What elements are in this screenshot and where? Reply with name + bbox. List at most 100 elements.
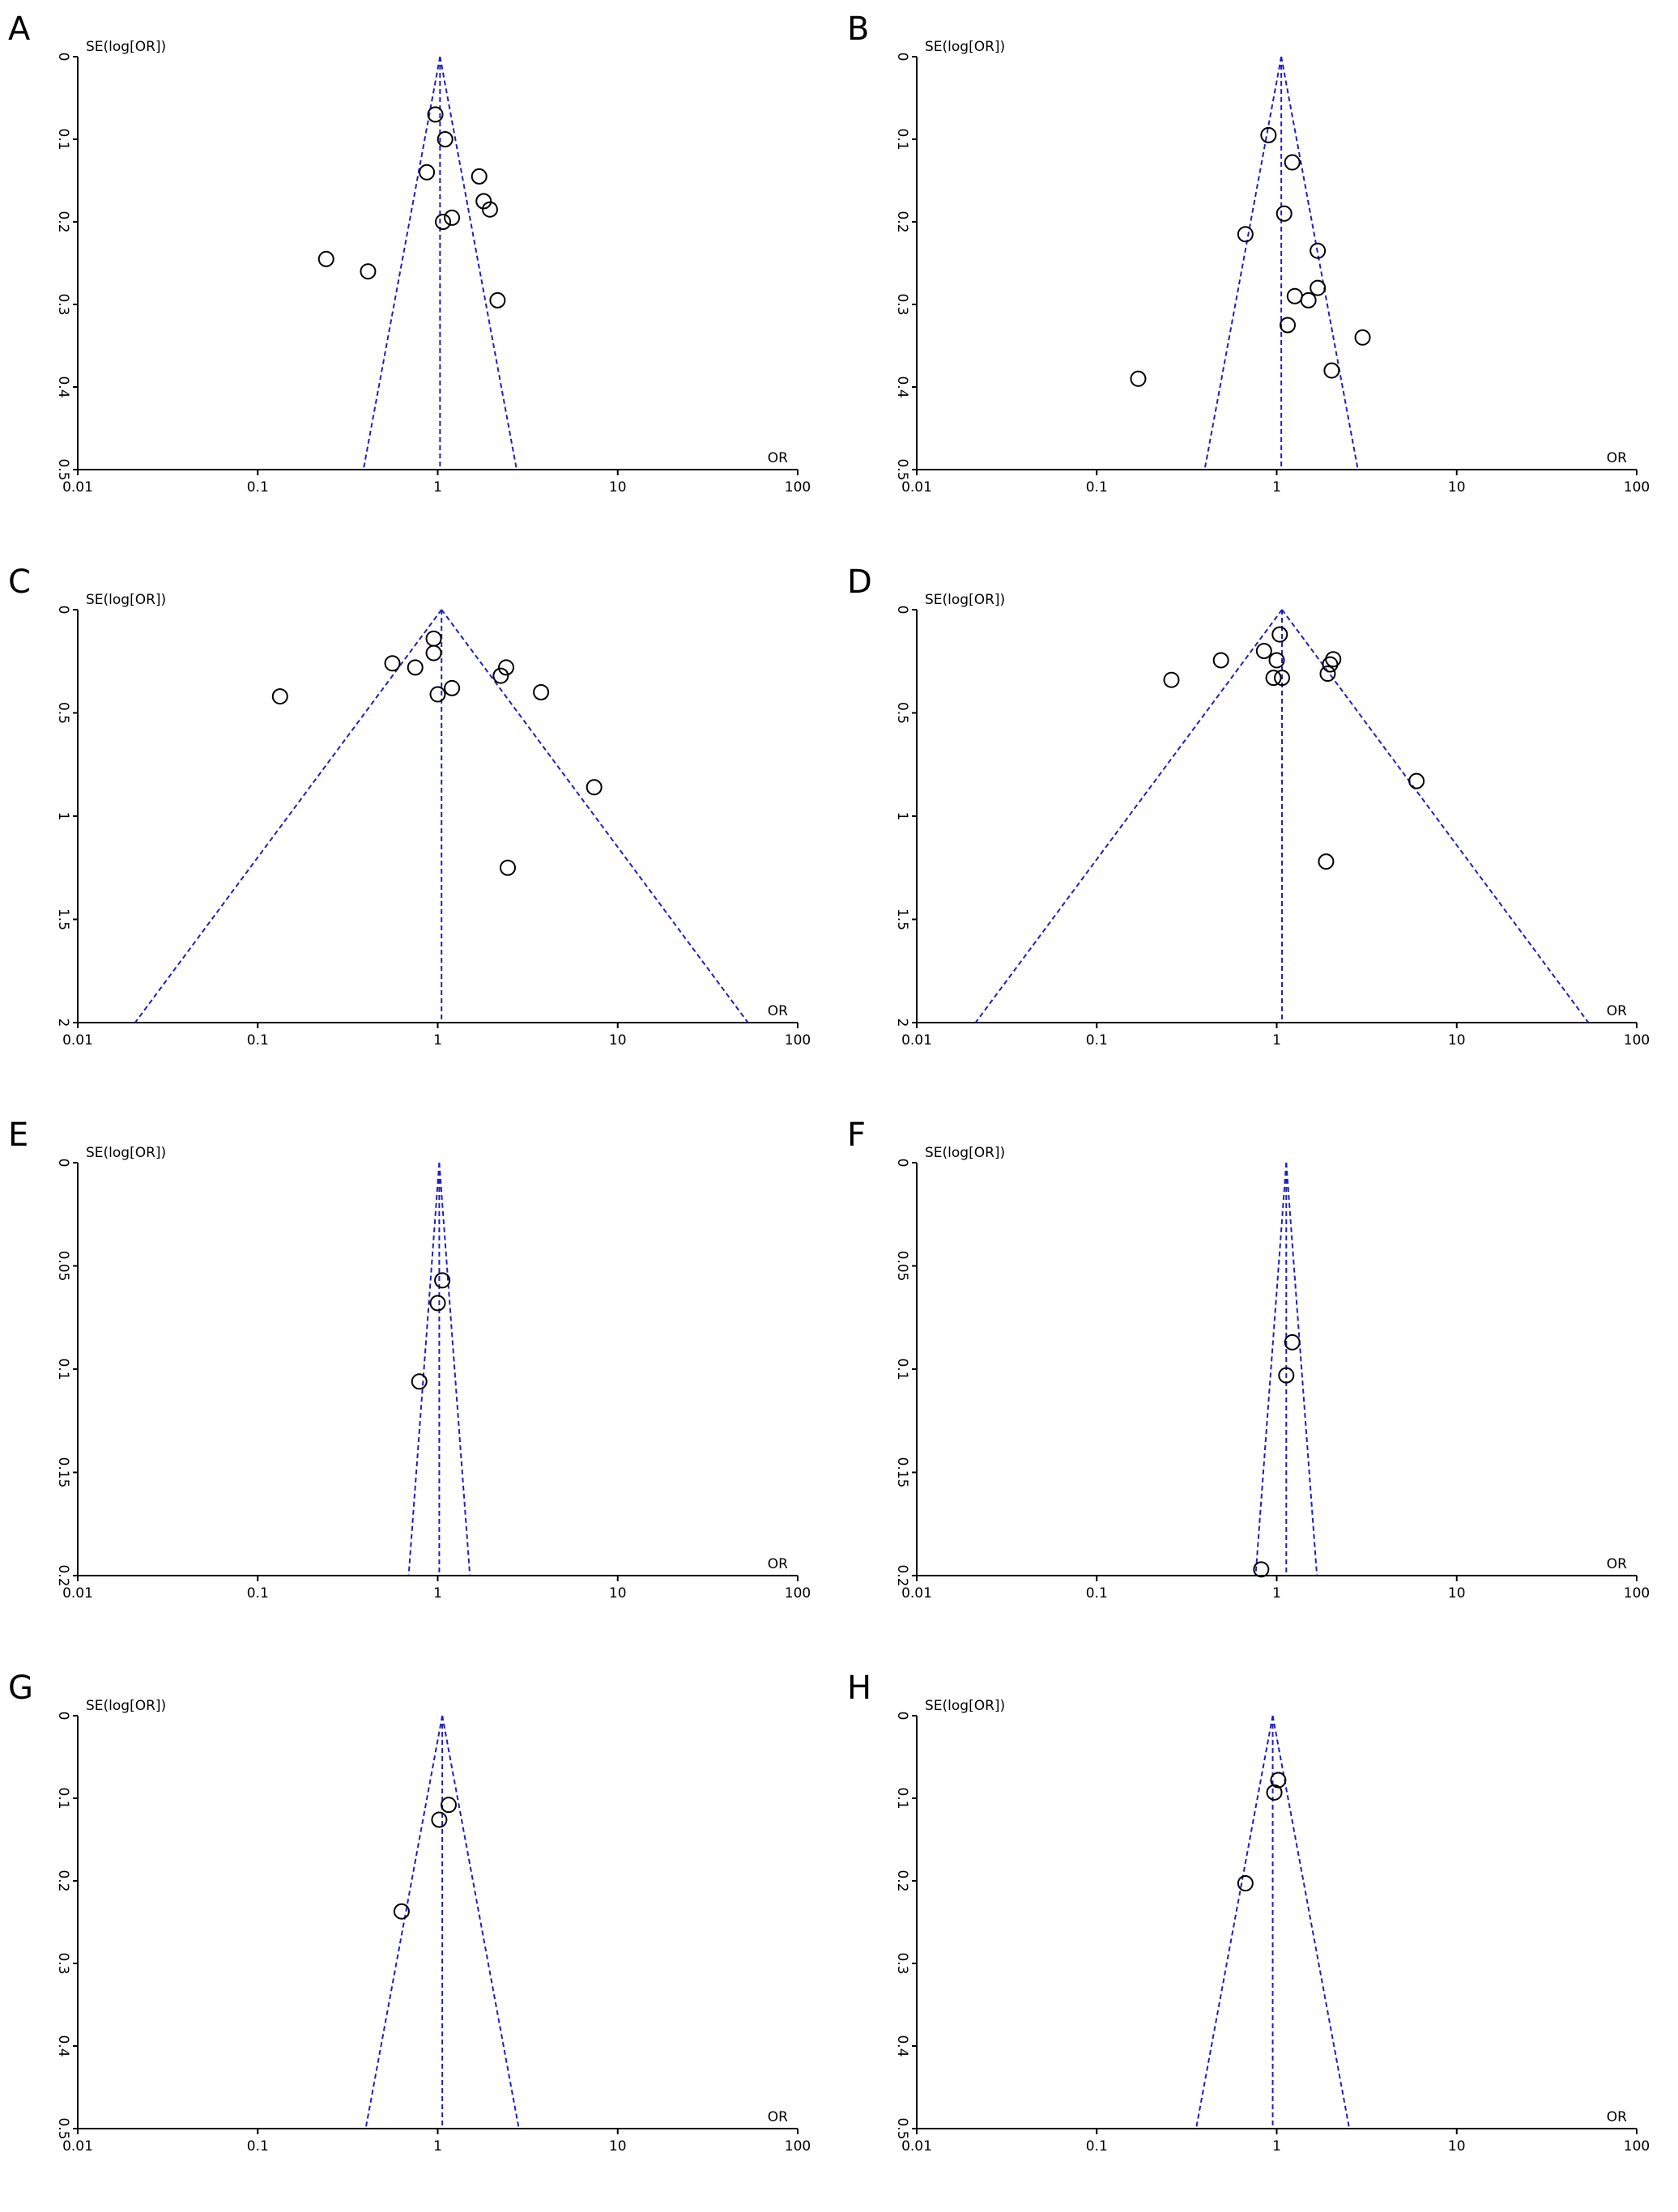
x-tick-label: 10: [1448, 2138, 1466, 2155]
x-axis-label: OR: [1607, 1556, 1627, 1572]
y-tick-label: 0.3: [55, 293, 71, 315]
x-tick-label: 0.1: [247, 1585, 269, 1602]
study-point: [317, 250, 334, 267]
y-tick-label: 0.2: [894, 1870, 910, 1891]
y-tick-label: 0.5: [894, 458, 910, 480]
y-tick-label: 0.2: [55, 1870, 71, 1891]
x-axis-label: OR: [1607, 2109, 1627, 2125]
y-axis-label: SE(log[OR]): [86, 39, 166, 55]
funnel-limit: [439, 56, 517, 470]
funnel-plot: F SE(log[OR]) OR 0 0.05 0.1 0.15 0.20.01 0.1 1 10 1…: [847, 1117, 1650, 1602]
x-tick-label: 0.1: [1086, 479, 1108, 496]
y-tick-label: 2: [894, 1019, 910, 1027]
y-tick-label: 1: [894, 812, 910, 821]
y-tick-label: 0: [55, 1159, 71, 1168]
x-tick-label: 1: [433, 2138, 442, 2155]
study-point: [1266, 1784, 1283, 1801]
x-tick-label: 1: [433, 479, 442, 496]
panel-label: A: [8, 11, 31, 48]
funnel-plot: C SE(log[OR]) OR 0 0.5 1 1.5 2 0.01 0.1 1 10 100: [8, 564, 811, 1049]
funnel-plot: B SE(log[OR]) OR 0 0.1 0.2 0.3 0.4 0.50.01 0.1 1 10…: [847, 11, 1650, 496]
study-point: [411, 1373, 428, 1390]
panel-label: G: [8, 1670, 33, 1707]
study-point: [444, 209, 461, 226]
study-point: [384, 655, 401, 672]
funnel-limit: [1280, 56, 1359, 470]
study-point: [440, 1797, 457, 1814]
funnel-plot: D SE(log[OR]) OR 0 0.5 1 1.5 2 0.01 0.1 1 10 100: [847, 564, 1650, 1049]
x-tick-label: 0.01: [901, 1032, 932, 1049]
study-point: [1319, 666, 1336, 683]
y-axis-label: SE(log[OR]): [925, 592, 1005, 608]
y-tick-label: 0: [894, 606, 910, 615]
x-tick-label: 1: [1272, 2138, 1281, 2155]
funnel-plot: E SE(log[OR]) OR 0 0.05 0.1 0.15 0.20.01 0.1 1 10 1…: [8, 1117, 811, 1602]
y-tick-label: 1.5: [55, 908, 71, 930]
x-tick-label: 0.1: [247, 2138, 269, 2155]
y-tick-label: 0: [894, 1712, 910, 1721]
y-tick-label: 1.5: [894, 908, 910, 930]
study-point: [492, 667, 509, 684]
study-point: [419, 164, 436, 181]
x-axis-label: OR: [768, 1556, 788, 1572]
study-point: [481, 201, 498, 218]
x-tick-label: 10: [1448, 1585, 1466, 1602]
x-tick-label: 10: [1448, 1032, 1466, 1049]
study-point: [1274, 670, 1291, 687]
study-point: [1284, 154, 1301, 171]
study-point: [1286, 287, 1303, 304]
y-tick-label: 0.4: [55, 376, 71, 398]
study-point: [1325, 651, 1342, 668]
study-point: [1322, 656, 1339, 673]
study-point: [425, 644, 442, 661]
y-tick-label: 0.5: [894, 2117, 910, 2139]
study-point: [407, 659, 424, 676]
x-tick-label: 1: [433, 1032, 442, 1049]
study-point: [429, 686, 446, 703]
funnel-limit: [438, 1162, 471, 1576]
funnel-limit: [974, 609, 1283, 1023]
x-axis-label: OR: [1607, 1003, 1627, 1019]
study-point: [393, 1903, 410, 1920]
x-tick-label: 100: [785, 1032, 811, 1049]
y-tick-label: 0.4: [894, 376, 910, 398]
study-point: [1284, 1334, 1301, 1351]
x-tick-label: 0.01: [901, 1585, 932, 1602]
study-point: [434, 1272, 451, 1289]
x-tick-label: 100: [785, 2138, 811, 2155]
study-point: [1212, 652, 1229, 669]
x-axis-label: OR: [768, 1003, 788, 1019]
funnel-limit: [1203, 56, 1283, 470]
x-tick-label: 1: [1272, 479, 1281, 496]
y-tick-label: 0.1: [894, 128, 910, 150]
funnel-limit: [441, 609, 749, 1023]
study-point: [475, 193, 492, 210]
study-point: [1270, 1772, 1287, 1789]
funnel-limit: [407, 1162, 441, 1576]
y-tick-label: 0.3: [55, 1952, 71, 1974]
funnel-limit: [1285, 1162, 1318, 1576]
x-tick-label: 10: [609, 2138, 627, 2155]
study-point: [1253, 1561, 1270, 1578]
x-tick-label: 0.01: [62, 479, 93, 496]
x-tick-label: 100: [1624, 2138, 1650, 2155]
study-point: [471, 168, 488, 185]
x-tick-label: 100: [1624, 1585, 1650, 1602]
panel-label: B: [847, 11, 869, 48]
study-point: [1310, 242, 1327, 259]
x-tick-label: 0.1: [247, 1032, 269, 1049]
study-point: [1268, 652, 1285, 669]
study-point: [360, 263, 377, 280]
funnel-plot: A SE(log[OR]) OR 0 0.1 0.2 0.3 0.4 0.50.01 0.1 1 10…: [8, 11, 811, 496]
study-point: [429, 1295, 446, 1312]
y-tick-label: 0.1: [894, 1358, 910, 1380]
y-tick-label: 0.1: [55, 1358, 71, 1380]
x-tick-label: 1: [1272, 1032, 1281, 1049]
y-tick-label: 2: [55, 1019, 71, 1027]
x-tick-label: 10: [609, 479, 627, 496]
funnel-limit: [364, 1715, 444, 2129]
study-point: [271, 688, 288, 705]
x-tick-label: 0.01: [62, 1585, 93, 1602]
study-point: [1408, 772, 1425, 789]
panel-label: D: [847, 564, 872, 601]
